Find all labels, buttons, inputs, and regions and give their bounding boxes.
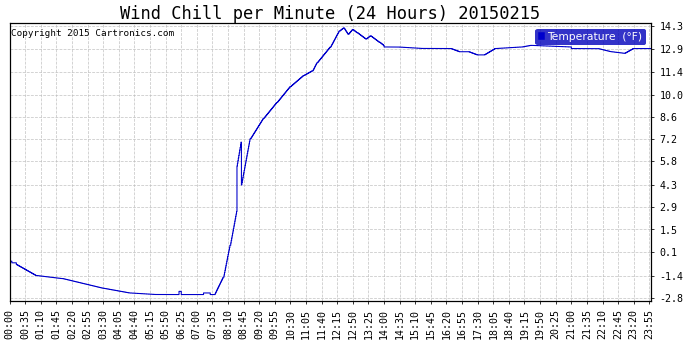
Legend: Temperature  (°F): Temperature (°F) (535, 29, 645, 45)
Text: Copyright 2015 Cartronics.com: Copyright 2015 Cartronics.com (11, 29, 174, 38)
Title: Wind Chill per Minute (24 Hours) 20150215: Wind Chill per Minute (24 Hours) 2015021… (120, 4, 540, 23)
